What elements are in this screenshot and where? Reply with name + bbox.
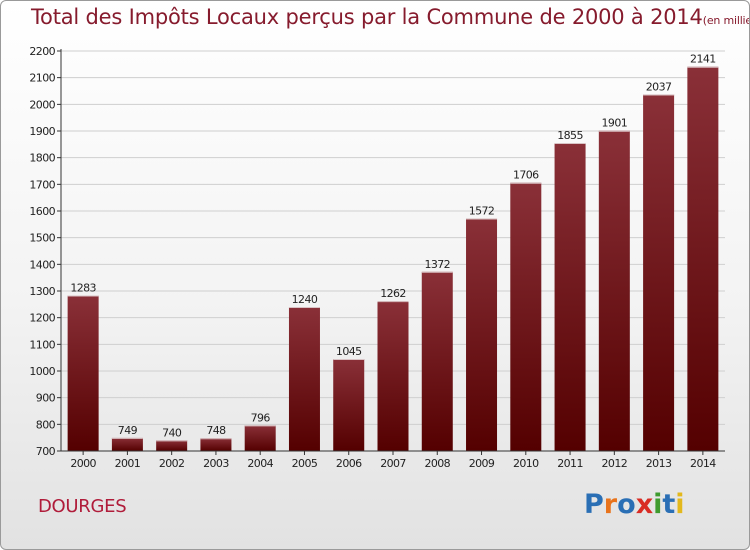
bar-2011: [554, 143, 586, 451]
bar-2007: [377, 301, 409, 451]
y-tick-label: 1500: [29, 232, 55, 245]
bar-2003: [200, 438, 232, 451]
logo-letter: i: [675, 489, 685, 520]
logo-letter: t: [662, 489, 676, 520]
x-tick-label-2001: 2001: [115, 457, 141, 470]
value-label-2001: 749: [118, 424, 138, 437]
value-label-2010: 1706: [513, 169, 539, 182]
y-tick-label: 1000: [29, 365, 55, 378]
value-label-2009: 1572: [469, 204, 495, 217]
value-label-2002: 740: [162, 426, 182, 439]
bar-2014: [687, 66, 719, 451]
y-tick-label: 1900: [29, 125, 55, 138]
bar-2013: [643, 94, 675, 451]
bar-2004: [244, 425, 276, 451]
y-tick-label: 1100: [29, 338, 55, 351]
commune-name: DOURGES: [38, 496, 127, 517]
y-tick-label: 700: [36, 445, 56, 458]
logo-letter: o: [617, 489, 636, 520]
bar-2002: [156, 440, 188, 451]
y-tick-label: 1300: [29, 285, 55, 298]
y-tick-label: 1400: [29, 258, 55, 271]
value-label-2012: 1901: [602, 117, 628, 130]
unit-note: (en milliers d'€): [702, 14, 749, 27]
y-tick-label: 1200: [29, 312, 55, 325]
value-label-2003: 748: [206, 424, 226, 437]
bar-2005: [288, 307, 320, 451]
value-label-2000: 1283: [70, 282, 96, 295]
value-label-2007: 1262: [380, 287, 406, 300]
logo-letter: P: [584, 489, 604, 520]
value-label-2011: 1855: [557, 129, 583, 142]
value-label-2006: 1045: [336, 345, 362, 358]
y-tick-label: 2100: [29, 72, 55, 85]
x-tick-label-2011: 2011: [557, 457, 583, 470]
chart-title: Total des Impôts Locaux perçus par la Co…: [31, 5, 749, 29]
x-tick-label-2009: 2009: [469, 457, 495, 470]
bar-2010: [510, 182, 542, 451]
bar-2001: [111, 437, 143, 451]
bar-2008: [421, 271, 453, 451]
y-tick-label: 1800: [29, 152, 55, 165]
x-tick-label-2006: 2006: [336, 457, 362, 470]
x-tick-label-2004: 2004: [247, 457, 273, 470]
value-label-2008: 1372: [424, 258, 450, 271]
logo-letter: x: [635, 489, 654, 520]
bar-2009: [466, 218, 498, 451]
y-tick-label: 2200: [29, 45, 55, 58]
value-label-2004: 796: [251, 411, 271, 424]
y-tick-label: 1600: [29, 205, 55, 218]
value-label-2005: 1240: [292, 293, 318, 306]
axes: 700 800 900 1000 1100 1200 1300 1400 1500 1600 170…: [29, 45, 725, 470]
value-label-2013: 2037: [646, 80, 672, 93]
bar-2006: [333, 359, 365, 451]
x-tick-label-2007: 2007: [380, 457, 406, 470]
bars: [67, 66, 719, 451]
y-tick-label: 2000: [29, 98, 55, 111]
logo-letter: r: [603, 489, 618, 520]
x-tick-label-2014: 2014: [690, 457, 716, 470]
bar-2000: [67, 295, 99, 451]
bar-2012: [598, 130, 630, 451]
x-tick-label-2012: 2012: [602, 457, 628, 470]
x-tick-label-2010: 2010: [513, 457, 539, 470]
value-label-2014: 2141: [690, 53, 716, 66]
y-tick-label: 900: [36, 392, 56, 405]
y-tick-label: 1700: [29, 178, 55, 191]
x-tick-label-2000: 2000: [70, 457, 96, 470]
proxiti-logo[interactable]: Proxiti: [584, 489, 685, 520]
value-labels: 1283 749 740 748 796 1240 1045 1262 1372 1572 1706…: [70, 53, 716, 440]
x-tick-label-2002: 2002: [159, 457, 185, 470]
x-tick-label-2008: 2008: [424, 457, 450, 470]
x-tick-label-2013: 2013: [646, 457, 672, 470]
x-tick-label-2005: 2005: [292, 457, 318, 470]
title-text: Total des Impôts Locaux perçus par la Co…: [31, 5, 703, 29]
y-tick-label: 800: [36, 418, 56, 431]
logo-letter: i: [653, 489, 663, 520]
x-tick-label-2003: 2003: [203, 457, 229, 470]
